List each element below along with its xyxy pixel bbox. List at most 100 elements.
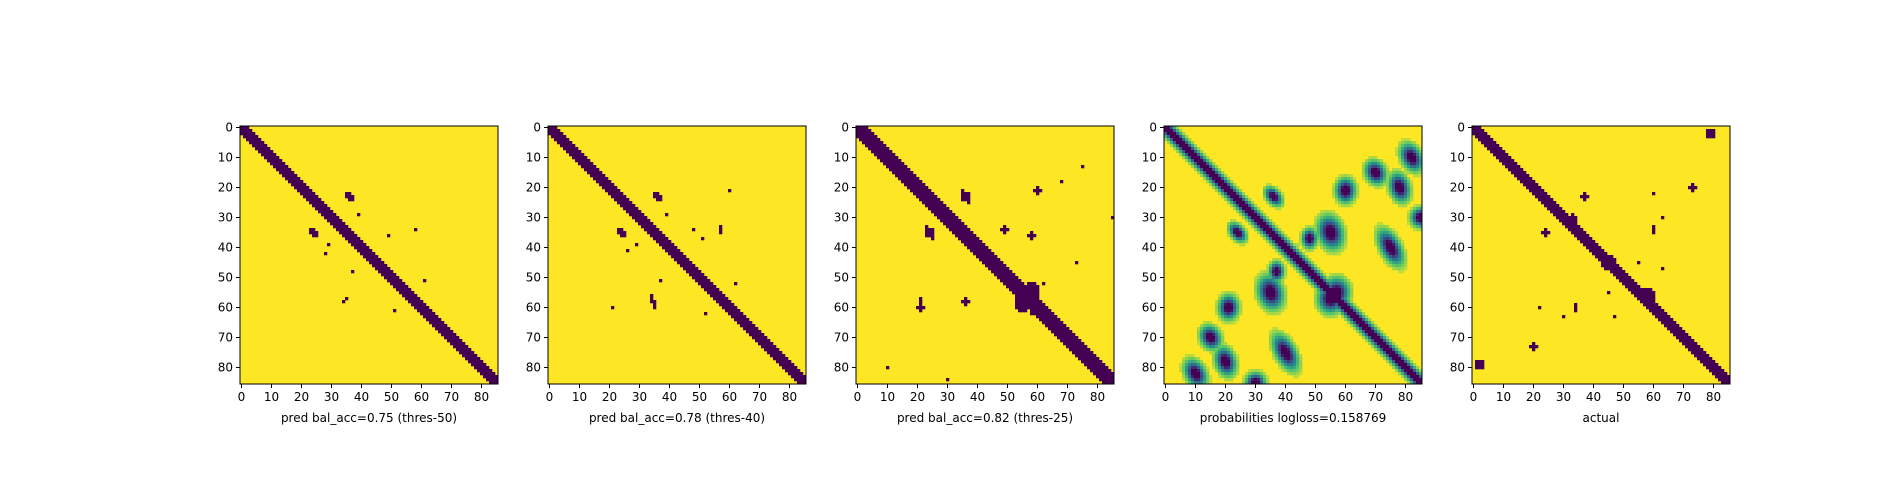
- heatmap-cell: [569, 147, 573, 151]
- heatmap-cell: [1320, 246, 1324, 250]
- heatmap-cell: [1260, 300, 1264, 304]
- heatmap-cell: [650, 231, 654, 235]
- heatmap-cell: [1401, 363, 1405, 367]
- heatmap-cell: [1619, 276, 1623, 280]
- heatmap-cell: [1326, 237, 1330, 241]
- heatmap-cell: [551, 129, 555, 133]
- heatmap-cell: [952, 216, 956, 220]
- heatmap-cell: [1272, 345, 1276, 349]
- heatmap-cell: [1302, 237, 1306, 241]
- heatmap-cell: [1535, 192, 1539, 196]
- heatmap-cell: [1401, 354, 1405, 358]
- heatmap-cell: [1374, 159, 1378, 163]
- heatmap-cell: [785, 369, 789, 373]
- heatmap-cell: [937, 216, 941, 220]
- heatmap-cell: [1221, 177, 1225, 181]
- heatmap-cell: [1658, 309, 1662, 313]
- heatmap-cell: [1039, 306, 1043, 310]
- heatmap-cell: [1069, 342, 1073, 346]
- heatmap-cell: [1290, 258, 1294, 262]
- heatmap-cell: [1212, 363, 1216, 367]
- heatmap-cell: [1404, 165, 1408, 169]
- heatmap-cell: [1377, 348, 1381, 352]
- heatmap-cell: [710, 288, 714, 292]
- heatmap-cell: [1332, 288, 1336, 292]
- heatmap-cell: [1042, 318, 1046, 322]
- heatmap-cell: [1721, 378, 1725, 382]
- heatmap-cell: [1227, 198, 1231, 202]
- heatmap-cell: [638, 222, 642, 226]
- heatmap-cell: [1568, 228, 1572, 232]
- heatmap-cell: [1419, 147, 1423, 151]
- heatmap-cell: [309, 189, 313, 193]
- heatmap-cell: [1275, 261, 1279, 265]
- heatmap-cell: [1212, 180, 1216, 184]
- heatmap-cell: [695, 279, 699, 283]
- heatmap-cell: [1200, 339, 1204, 343]
- heatmap-cell: [1021, 291, 1025, 295]
- heatmap-cell: [1230, 237, 1234, 241]
- heatmap-cell: [273, 156, 277, 160]
- heatmap-cell: [1227, 369, 1231, 373]
- heatmap-cell: [1302, 267, 1306, 271]
- heatmap-cell: [1419, 381, 1423, 385]
- heatmap-cell: [1069, 333, 1073, 337]
- y-tick-label: 40: [1450, 241, 1465, 255]
- heatmap-cell: [1380, 345, 1384, 349]
- heatmap-cell: [1003, 276, 1007, 280]
- heatmap-cell: [1338, 240, 1342, 244]
- heatmap-cell: [1377, 225, 1381, 229]
- heatmap-cell: [1317, 240, 1321, 244]
- heatmap-cell: [883, 156, 887, 160]
- heatmap-cell: [1272, 186, 1276, 190]
- heatmap-cell: [1281, 348, 1285, 352]
- heatmap-cell: [1302, 240, 1306, 244]
- heatmap-cell: [1416, 144, 1420, 148]
- heatmap-cell: [1481, 141, 1485, 145]
- heatmap-cell: [1164, 126, 1168, 130]
- heatmap-cell: [1329, 315, 1333, 319]
- heatmap-cell: [1191, 381, 1195, 385]
- heatmap-cell: [1278, 204, 1282, 208]
- heatmap-cell: [1027, 300, 1031, 304]
- heatmap-cell: [1269, 237, 1273, 241]
- heatmap-cell: [1472, 132, 1476, 136]
- heatmap-cell: [1039, 309, 1043, 313]
- heatmap-cell: [1344, 228, 1348, 232]
- heatmap-cell: [384, 267, 388, 271]
- heatmap-cell: [1069, 330, 1073, 334]
- heatmap-cell: [1401, 198, 1405, 202]
- heatmap-cell: [620, 195, 624, 199]
- heatmap-cell: [1709, 369, 1713, 373]
- heatmap-cell: [1254, 288, 1258, 292]
- heatmap-cell: [1033, 300, 1037, 304]
- heatmap-cell: [1404, 264, 1408, 268]
- heatmap-cell: [1419, 171, 1423, 175]
- heatmap-cell: [659, 234, 663, 238]
- heatmap-cell: [1317, 243, 1321, 247]
- heatmap-cell: [1374, 240, 1378, 244]
- heatmap-cell: [1407, 369, 1411, 373]
- heatmap-cell: [1416, 147, 1420, 151]
- heatmap-cell: [1281, 342, 1285, 346]
- heatmap-cell: [1287, 363, 1291, 367]
- heatmap-cell: [1341, 174, 1345, 178]
- heatmap-cell: [1087, 366, 1091, 370]
- heatmap-cell: [1236, 210, 1240, 214]
- heatmap-cell: [1353, 186, 1357, 190]
- heatmap-cell: [1392, 345, 1396, 349]
- heatmap-cell: [1526, 183, 1530, 187]
- heatmap-cell: [602, 177, 606, 181]
- heatmap-cell: [734, 282, 738, 286]
- heatmap-cell: [1395, 348, 1399, 352]
- heatmap-cell: [1260, 381, 1264, 385]
- heatmap-cell: [958, 225, 962, 229]
- heatmap-cell: [1084, 360, 1088, 364]
- x-axis-label: pred bal_acc=0.78 (thres-40): [589, 411, 765, 425]
- heatmap-cell: [1667, 315, 1671, 319]
- heatmap-cell: [285, 165, 289, 169]
- heatmap-cell: [1173, 141, 1177, 145]
- heatmap-cell: [1661, 309, 1665, 313]
- heatmap-cell: [1221, 309, 1225, 313]
- heatmap-cell: [1251, 219, 1255, 223]
